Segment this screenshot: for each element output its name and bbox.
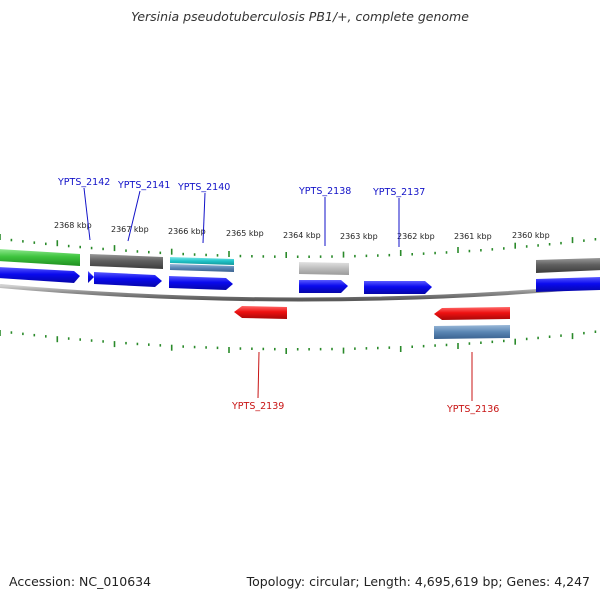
scale-label: 2361 kbp [454, 232, 492, 241]
scale-label: 2364 kbp [283, 231, 321, 240]
cds-YPTS_2142[interactable] [0, 267, 80, 283]
cds-YPTS_2139[interactable] [234, 306, 287, 319]
gene-label[interactable]: YPTS_2140 [177, 182, 230, 193]
cds-YPTS_2137[interactable] [364, 281, 432, 294]
gene-label[interactable]: YPTS_2141 [117, 180, 170, 191]
feature-gray[interactable] [536, 258, 600, 273]
feature-steel-reverse[interactable] [434, 325, 510, 339]
feature-gray[interactable] [90, 254, 163, 269]
cds-YPTS_2141[interactable] [94, 272, 162, 287]
cds-forward[interactable] [536, 277, 600, 292]
gene-label[interactable]: YPTS_2142 [57, 177, 110, 188]
gene-label[interactable]: YPTS_2136 [446, 404, 499, 415]
cds-YPTS_2136[interactable] [434, 307, 510, 320]
scale-label: 2362 kbp [397, 232, 435, 241]
cds-YPTS_2140[interactable] [169, 276, 233, 290]
lower-scale-ticks [0, 330, 597, 354]
cds-YPTS_2138[interactable] [299, 280, 348, 293]
gene-label[interactable]: YPTS_2138 [298, 186, 351, 197]
forward-cds-track [0, 267, 600, 294]
scale-label: 2365 kbp [226, 229, 264, 238]
accession-text: Accession: NC_010634 [9, 574, 152, 589]
scale-label: 2363 kbp [340, 232, 378, 241]
leader-line [127, 190, 141, 242]
feature-light-gray[interactable] [299, 262, 349, 275]
leader-line [202, 192, 206, 244]
genome-backbone [0, 284, 600, 302]
scale-label: 2368 kbp [54, 221, 92, 230]
cds-YPTS_2141[interactable] [88, 271, 94, 283]
leader-line [257, 351, 260, 399]
scale-labels: 2368 kbp 2367 kbp 2366 kbp 2365 kbp 2364… [54, 221, 550, 241]
genome-summary-text: Topology: circular; Length: 4,695,619 bp… [246, 574, 590, 589]
upper-scale-ticks [0, 234, 597, 258]
feature-cyan[interactable] [170, 257, 234, 265]
gene-label[interactable]: YPTS_2137 [372, 187, 425, 198]
scale-label: 2360 kbp [512, 231, 550, 240]
scale-label: 2367 kbp [111, 225, 149, 234]
feature-ring-outer [0, 249, 600, 275]
genome-title: Yersinia pseudotuberculosis PB1/+, compl… [131, 9, 469, 24]
scale-label: 2366 kbp [168, 227, 206, 236]
reverse-cds-track [234, 306, 510, 339]
feature-green[interactable] [0, 249, 80, 266]
leader-line [83, 187, 91, 241]
gene-label[interactable]: YPTS_2139 [231, 401, 284, 412]
feature-steel[interactable] [170, 264, 234, 272]
gene-labels: YPTS_2142 YPTS_2141 YPTS_2140 YPTS_2138 … [57, 177, 499, 415]
